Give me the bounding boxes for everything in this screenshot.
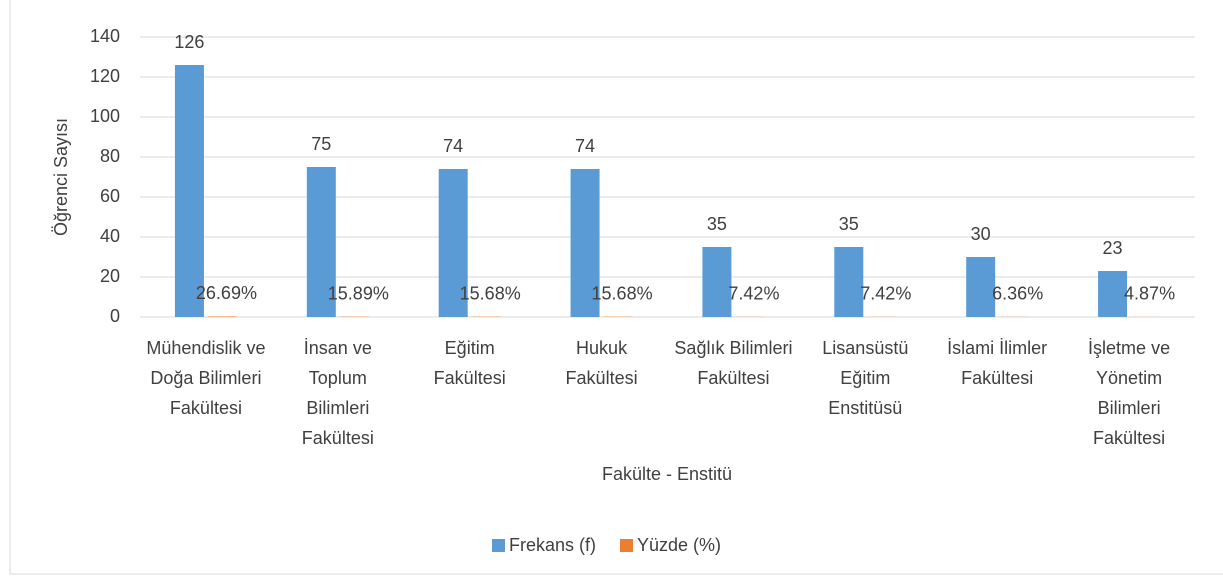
bar	[174, 65, 204, 317]
x-tick-label: Mühendislik ve Doğa Bilimleri Fakültesi	[146, 338, 266, 418]
legend-label: Frekans (f)	[509, 535, 596, 555]
data-label: 126	[174, 32, 204, 52]
data-label: 4.87%	[1124, 284, 1175, 304]
data-label: 7.42%	[860, 284, 911, 304]
x-axis-title: Fakülte - Enstitü	[602, 464, 732, 484]
data-label: 23	[1103, 238, 1123, 258]
y-tick-label: 60	[100, 186, 120, 206]
x-tick-label: İnsan ve Toplum Bilimleri Fakültesi	[301, 338, 374, 448]
y-tick-label: 80	[100, 146, 120, 166]
bar	[207, 316, 237, 317]
data-label: 15.68%	[460, 283, 521, 303]
y-tick-label: 120	[90, 66, 120, 86]
data-label: 30	[971, 224, 991, 244]
x-tick-label: İslami İlimler Fakültesi	[947, 338, 1048, 388]
y-tick-label: 100	[90, 106, 120, 126]
y-tick-label: 0	[110, 306, 120, 326]
bar	[1098, 271, 1128, 317]
x-tick-label: Hukuk Fakültesi	[565, 338, 638, 388]
y-tick-label: 20	[100, 266, 120, 286]
data-label: 74	[575, 136, 595, 156]
x-tick-label: Eğitim Fakültesi	[433, 338, 506, 388]
chart-border	[9, 0, 1223, 575]
bar	[306, 167, 336, 317]
data-label: 35	[839, 214, 859, 234]
x-tick-label: İşletme ve Yönetim Bilimleri Fakültesi	[1088, 338, 1171, 448]
bar	[834, 247, 864, 317]
data-label: 6.36%	[992, 284, 1043, 304]
y-tick-label: 40	[100, 226, 120, 246]
data-label: 35	[707, 214, 727, 234]
x-tick-label: Sağlık Bilimleri Fakültesi	[674, 338, 793, 388]
data-label: 15.68%	[592, 283, 653, 303]
y-tick-label: 140	[90, 26, 120, 46]
bar	[438, 169, 468, 317]
x-tick-label: Lisansüstü Eğitim Enstitüsü	[822, 338, 909, 418]
data-label: 75	[311, 134, 331, 154]
legend-label: Yüzde (%)	[637, 535, 721, 555]
y-axis-title: Öğrenci Sayısı	[51, 118, 71, 236]
bar	[570, 169, 600, 317]
data-label: 7.42%	[728, 284, 779, 304]
legend-swatch	[492, 539, 505, 552]
bar	[966, 257, 996, 317]
data-label: 74	[443, 136, 463, 156]
bar	[702, 247, 732, 317]
data-label: 26.69%	[196, 283, 257, 303]
data-label: 15.89%	[328, 283, 389, 303]
legend-swatch	[620, 539, 634, 552]
